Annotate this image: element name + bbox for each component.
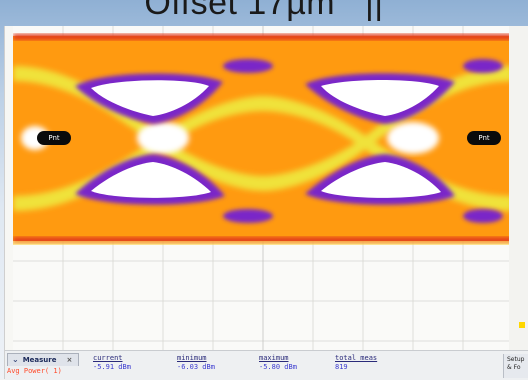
eye-top-rim (13, 34, 513, 40)
measure-col-minimum: minimum -6.03 dBm (177, 354, 215, 372)
eye-diagram-plot: Pnt Pnt (13, 26, 513, 351)
left-marker-label: Pnt (48, 134, 60, 142)
left-marker[interactable]: Pnt (37, 131, 71, 145)
measure-value: -5.91 dBm (93, 363, 131, 371)
measure-value: -6.03 dBm (177, 363, 215, 371)
measure-value: 819 (335, 363, 348, 371)
measure-header: maximum (259, 354, 289, 362)
eye-crossing-highlights (21, 122, 439, 154)
eye-yellow-traces (13, 66, 513, 211)
noise-band (13, 241, 513, 245)
measurement-label[interactable]: Avg Power( 1) (7, 367, 62, 375)
trigger-level-marker[interactable] (519, 322, 525, 328)
slide-title: Offset 17µm || (144, 0, 384, 22)
measure-tab[interactable]: ⌄ Measure × (7, 353, 80, 366)
eye-diagram-svg (13, 26, 513, 351)
setup-label: Setup (507, 356, 525, 363)
right-marker[interactable]: Pnt (467, 131, 501, 145)
chevron-down-icon[interactable]: ⌄ (12, 355, 19, 364)
right-panel (509, 26, 528, 351)
measure-header: minimum (177, 354, 207, 362)
measure-col-current: current -5.91 dBm (93, 354, 131, 372)
measure-col-maximum: maximum -5.80 dBm (259, 354, 297, 372)
setup-label-2: & Fo (507, 364, 521, 371)
measure-value: -5.80 dBm (259, 363, 297, 371)
eye-bottom-rim (13, 237, 513, 243)
eye-openings (75, 59, 503, 223)
setup-button[interactable]: Setup & Fo (503, 354, 528, 378)
measure-tab-label: Measure (22, 356, 57, 364)
close-icon[interactable]: × (66, 356, 73, 364)
oscilloscope-window: Pnt Pnt ⌄ Measure × Avg Power( 1) curren… (4, 26, 528, 380)
measure-header: current (93, 354, 123, 362)
measure-col-total: total meas 819 (335, 354, 377, 372)
right-marker-label: Pnt (478, 134, 490, 142)
measure-panel: ⌄ Measure × Avg Power( 1) current -5.91 … (5, 350, 528, 380)
measure-header: total meas (335, 354, 378, 362)
